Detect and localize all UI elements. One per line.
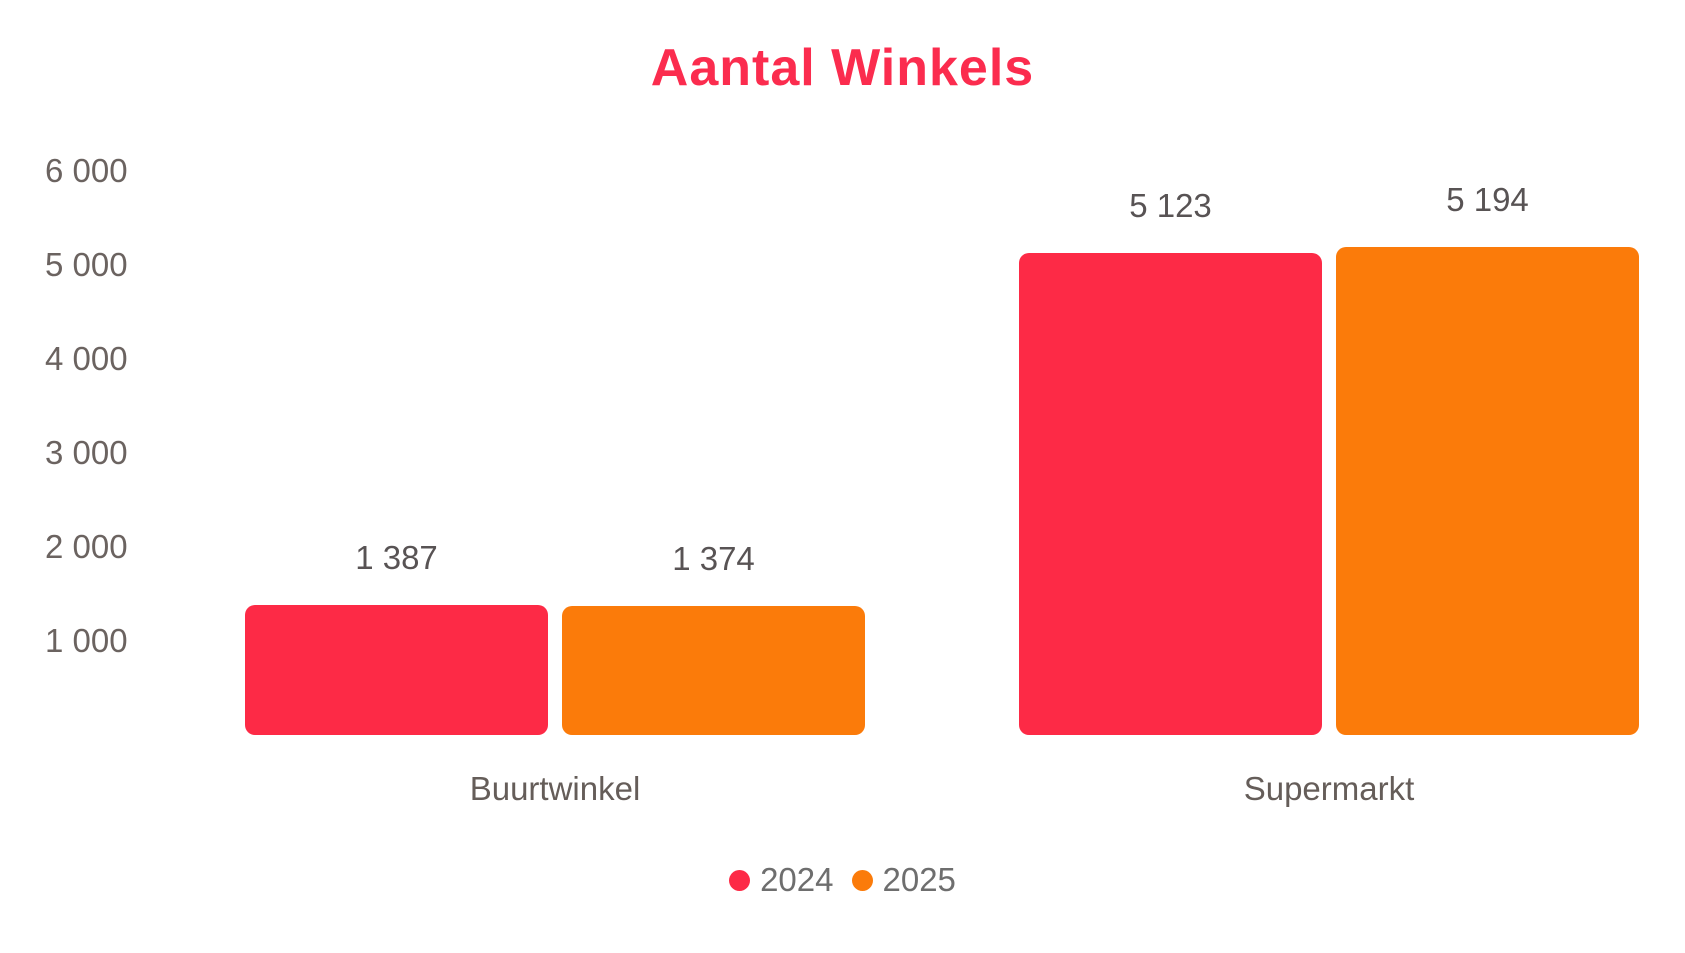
- category-label-buurtwinkel: Buurtwinkel: [469, 770, 641, 807]
- legend-item-2025[interactable]: 2025: [851, 860, 956, 900]
- category-label-supermarkt: Supermarkt: [1243, 770, 1415, 807]
- value-label-buurtwinkel-2024: 1 387: [355, 538, 438, 576]
- y-axis-tick-label: 2 000: [45, 528, 128, 565]
- legend-item-2024[interactable]: 2024: [729, 860, 834, 900]
- legend-dot-icon: [729, 869, 751, 891]
- y-axis-tick-label: 5 000: [45, 246, 128, 283]
- legend-label: 2025: [882, 861, 956, 898]
- chart-title: Aantal Winkels: [650, 39, 1035, 97]
- y-axis-tick-label: 4 000: [45, 340, 128, 377]
- y-axis-tick-label: 1 000: [45, 622, 128, 659]
- bar-buurtwinkel-2025[interactable]: [562, 605, 865, 735]
- bar-supermarkt-2025[interactable]: [1336, 246, 1639, 735]
- bar-supermarkt-2024[interactable]: [1019, 253, 1322, 735]
- value-label-supermarkt-2024: 5 123: [1129, 187, 1212, 225]
- legend-dot-icon: [851, 869, 873, 891]
- y-axis-tick-label: 6 000: [45, 152, 128, 189]
- legend-label: 2024: [760, 861, 834, 898]
- y-axis-tick-label: 3 000: [45, 434, 128, 471]
- value-label-buurtwinkel-2025: 1 374: [672, 539, 755, 577]
- legend: 2024 2025: [0, 860, 1685, 900]
- value-label-supermarkt-2025: 5 194: [1446, 180, 1529, 218]
- bar-buurtwinkel-2024[interactable]: [245, 604, 548, 735]
